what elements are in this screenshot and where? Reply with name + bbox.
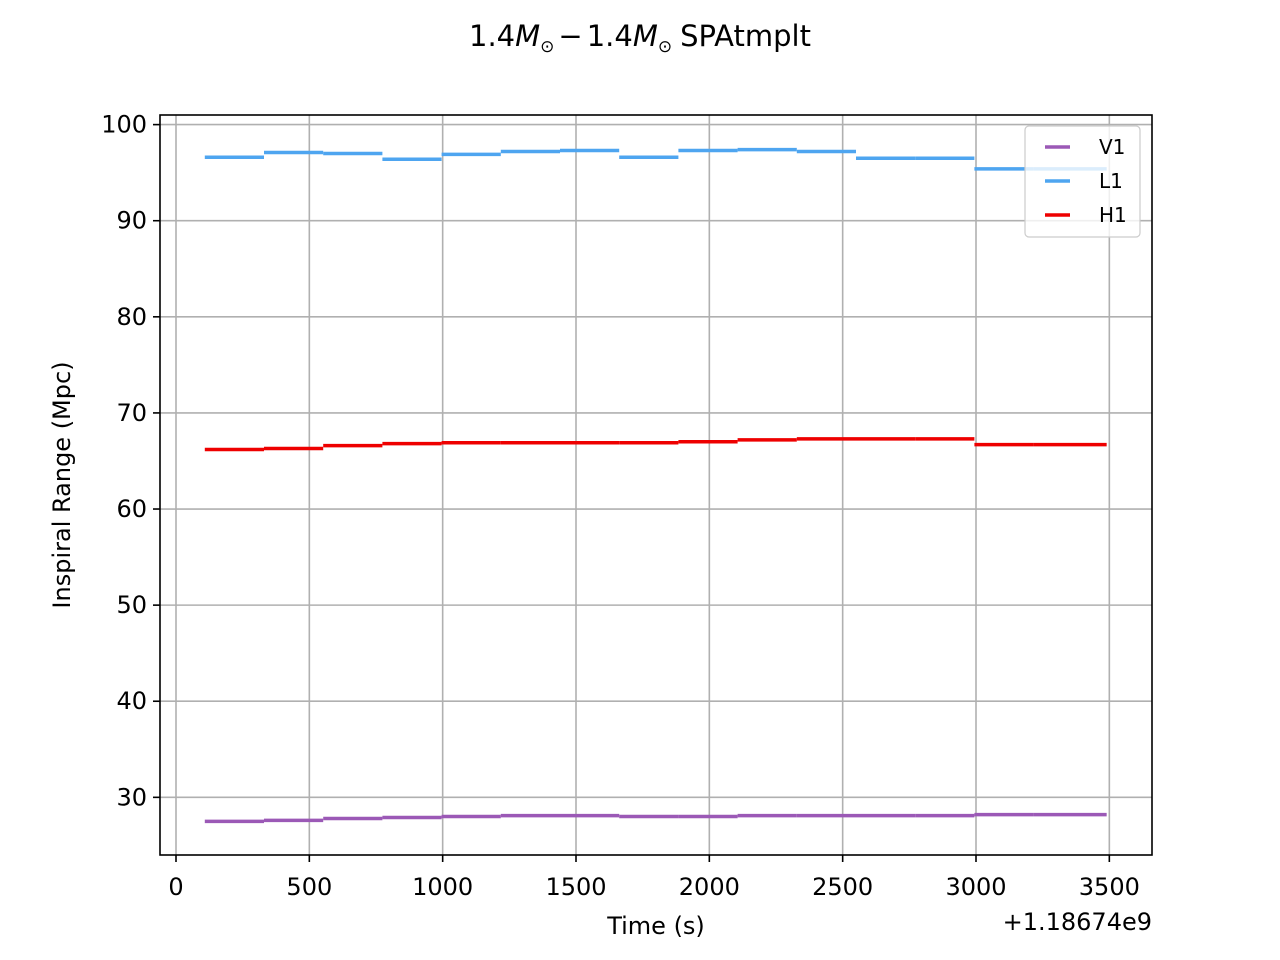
grid-layer [160,115,1152,855]
chart-title-sun2: ⊙ [658,37,672,57]
y-tick-label: 80 [116,303,147,331]
legend-label: L1 [1099,169,1123,193]
y-tick-label: 90 [116,207,147,235]
x-axis-offset: +1.18674e9 [1003,908,1152,936]
legend-item-h1: H1 [1045,203,1127,227]
x-tick-label: 3000 [945,873,1006,901]
y-tick-label: 60 [116,495,147,523]
series-v1 [204,812,1107,824]
series-l1 [204,147,1107,171]
y-tick-label: 100 [101,111,147,139]
plot-frame [159,114,1153,856]
y-tick-label: 50 [116,591,147,619]
y-axis-label: Inspiral Range (Mpc) [48,361,76,608]
legend-label: H1 [1099,203,1127,227]
series-h1 [204,437,1107,452]
y-tick-label: 70 [116,399,147,427]
y-tick-label: 30 [116,783,147,811]
x-tick-label: 2000 [679,873,740,901]
chart-title-mass2: M [633,19,658,53]
x-tick-label: 2500 [812,873,873,901]
chart-title-mass1: M [515,19,540,53]
y-tick-label: 40 [116,687,147,715]
tick-layer: 0 500 1000 1500 2000 2500 3000 3500 30 40 50 60 70 80… [101,111,1140,901]
chart-title-sun1: ⊙ [540,37,554,57]
chart-title-minus: − [558,19,582,53]
chart-title-prefix: 1.4 [469,19,515,53]
x-tick-label: 1500 [545,873,606,901]
legend-item-v1: V1 [1045,135,1125,159]
legend-item-l1: L1 [1045,169,1123,193]
chart-title-coef2: 1.4 [587,19,633,53]
x-tick-label: 1000 [412,873,473,901]
chart-title-suffix: SPAtmplt [680,19,811,53]
x-axis-label: Time (s) [606,912,705,940]
x-tick-label: 500 [286,873,332,901]
x-tick-label: 3500 [1079,873,1140,901]
legend-box [1024,125,1141,238]
series-layer [204,147,1107,824]
legend-items: V1 L1 H1 [1045,135,1127,227]
legend-label: V1 [1099,135,1125,159]
chart-title: 1.4M⊙ −1.4M⊙ SPAtmplt [469,19,811,57]
x-tick-label: 0 [168,873,183,901]
legend: V1 L1 H1 [1024,125,1141,238]
